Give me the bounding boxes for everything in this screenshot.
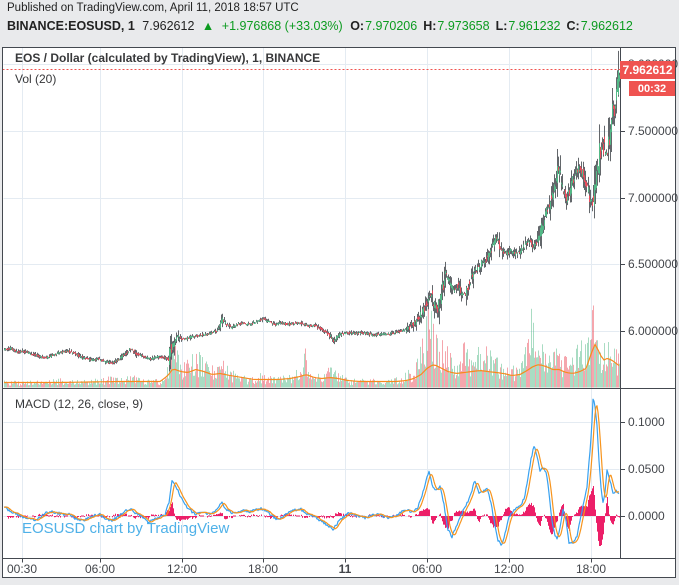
ohlc-label: L: — [495, 19, 508, 33]
price-change: +1.976868 (+33.03%) — [221, 19, 343, 33]
up-arrow-icon: ▲ — [201, 19, 215, 33]
ohlc-value: 7.970206 — [365, 19, 418, 33]
symbol-bar: BINANCE:EOSUSD, 1 7.962612 ▲ +1.976868 (… — [7, 17, 643, 35]
last-price-badge: 7.962612 — [620, 61, 675, 79]
ohlc-value: 7.961232 — [508, 19, 561, 33]
published-text: Published on TradingView.com, April 11, … — [7, 2, 299, 14]
ohlc-values: O:7.970206 H:7.973658 L:7.961232 C:7.962612 — [350, 19, 639, 33]
ohlc-label: O: — [350, 19, 365, 33]
bar-countdown-badge: 00:32 — [629, 81, 675, 96]
ohlc-value: 7.973658 — [437, 19, 490, 33]
published-bar: Published on TradingView.com, April 11, … — [7, 1, 299, 16]
ohlc-label: C: — [566, 19, 580, 33]
ohlc-label: H: — [423, 19, 437, 33]
tradingview-watermark-link[interactable]: EOSUSD chart by TradingView — [22, 520, 230, 537]
ohlc-value: 7.962612 — [580, 19, 633, 33]
last-price: 7.962612 — [142, 19, 195, 33]
chart-frame — [2, 47, 675, 578]
symbol-name: BINANCE:EOSUSD, 1 — [7, 19, 135, 33]
